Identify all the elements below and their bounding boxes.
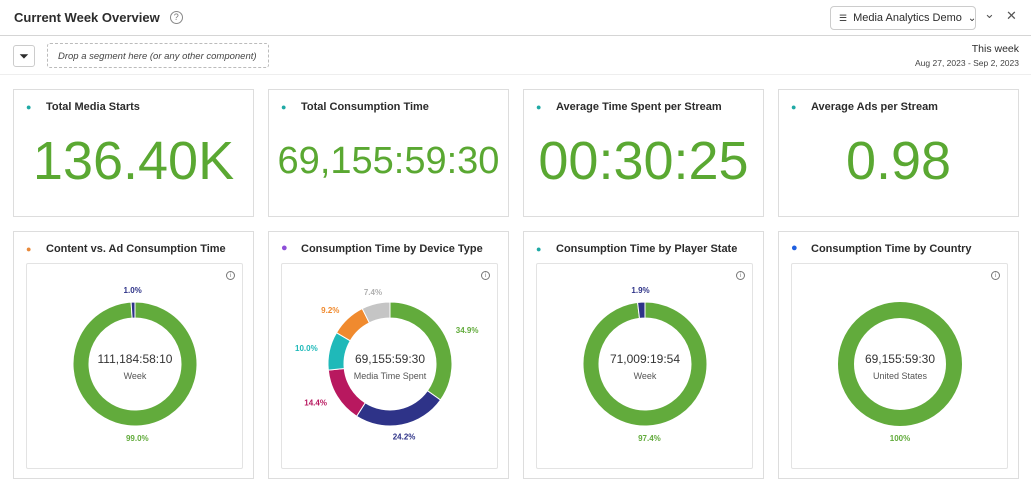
segment-filter-button[interactable]: ⏷ bbox=[13, 45, 35, 67]
chevron-down-icon: ⌄ bbox=[967, 12, 977, 24]
donut-chart: i 97.4% 1.9% 71,009:19:54 Week bbox=[536, 263, 753, 469]
filter-icon: ⏷ bbox=[19, 49, 29, 63]
data-label: 9.2% bbox=[321, 306, 339, 315]
chart-card: ● Content vs. Ad Consumption Time i 99.0% 1… bbox=[13, 231, 254, 479]
center-label: United States bbox=[873, 371, 928, 381]
lock-icon: ● bbox=[26, 102, 32, 112]
donut-segment[interactable] bbox=[582, 301, 708, 427]
center-value: 111,184:58:10 bbox=[98, 352, 173, 366]
collapse-button[interactable]: ⌄ bbox=[984, 6, 995, 21]
data-label: 97.4% bbox=[638, 434, 661, 443]
data-label: 99.0% bbox=[126, 434, 149, 443]
kpi-value: 0.98 bbox=[845, 131, 952, 191]
kpi-title: Total Media Starts bbox=[46, 101, 140, 113]
donut-segment[interactable] bbox=[130, 301, 136, 319]
info-icon[interactable]: i bbox=[991, 271, 1000, 280]
data-label: 14.4% bbox=[304, 399, 327, 408]
donut-segment[interactable] bbox=[72, 301, 198, 427]
database-icon: ☰ bbox=[839, 12, 848, 23]
donut-segment[interactable] bbox=[355, 390, 442, 427]
close-button[interactable]: ✕ bbox=[1006, 8, 1017, 23]
data-label: 10.0% bbox=[295, 344, 318, 353]
donut-svg: 97.4% 1.9% 71,009:19:54 Week bbox=[582, 286, 708, 443]
donut-chart: i 100% 69,155:59:30 United States bbox=[791, 263, 1008, 469]
info-icon[interactable]: i bbox=[226, 271, 235, 280]
data-label: 1.9% bbox=[631, 286, 649, 295]
kpi-value: 69,155:59:30 bbox=[277, 140, 500, 182]
chart-card: ● Consumption Time by Device Type i 34.9% 2… bbox=[268, 231, 509, 479]
chart-title: Consumption Time by Device Type bbox=[301, 243, 483, 255]
donut-chart: i 99.0% 1.0% 111,184:58:10 Week bbox=[26, 263, 243, 469]
chart-title: Content vs. Ad Consumption Time bbox=[46, 243, 226, 255]
chart-card: ● Consumption Time by Country i 100% 69,155… bbox=[778, 231, 1019, 479]
center-value: 71,009:19:54 bbox=[610, 352, 680, 366]
donut-segment[interactable] bbox=[389, 301, 453, 401]
kpi-title: Total Consumption Time bbox=[301, 101, 429, 113]
dot-icon: ● bbox=[281, 242, 288, 254]
donut-svg: 34.9% 24.2% 14.4% 10.0% 9.2% 7.4% 69,155:59:30… bbox=[295, 288, 479, 442]
center-label: Week bbox=[124, 371, 147, 381]
center-value: 69,155:59:30 bbox=[865, 352, 935, 366]
center-value: 69,155:59:30 bbox=[355, 352, 425, 366]
donut-chart: i 34.9% 24.2% 14.4% 10.0% 9.2% 7.4% 69,155:59:3… bbox=[281, 263, 498, 469]
report-suite-selector[interactable]: ☰ Media Analytics Demo ⌄ bbox=[830, 6, 976, 30]
chart-title: Consumption Time by Player State bbox=[556, 243, 738, 255]
data-label: 1.0% bbox=[124, 286, 142, 295]
data-label: 7.4% bbox=[364, 288, 382, 297]
info-icon[interactable]: i bbox=[481, 271, 490, 280]
report-suite-label: Media Analytics Demo bbox=[853, 12, 962, 24]
kpi-title: Average Time Spent per Stream bbox=[556, 101, 722, 113]
lock-icon: ● bbox=[791, 102, 797, 112]
lock-icon: ● bbox=[536, 102, 542, 112]
toolbar: ⏷ Drop a segment here (or any other comp… bbox=[0, 37, 1031, 75]
chart-card: ● Consumption Time by Player State i 97.4%… bbox=[523, 231, 764, 479]
center-label: Media Time Spent bbox=[354, 371, 427, 381]
kpi-value: 00:30:25 bbox=[538, 131, 749, 191]
kpi-value: 136.40K bbox=[32, 131, 235, 191]
help-icon[interactable]: ? bbox=[169, 11, 183, 24]
info-icon[interactable]: i bbox=[736, 271, 745, 280]
dot-icon: ● bbox=[791, 242, 798, 254]
kpi-card: ● Total Media Starts 136.40K bbox=[13, 89, 254, 217]
segment-drop-zone[interactable]: Drop a segment here (or any other compon… bbox=[47, 43, 269, 68]
center-label: Week bbox=[634, 371, 657, 381]
data-label: 34.9% bbox=[456, 326, 479, 335]
kpi-title: Average Ads per Stream bbox=[811, 101, 938, 113]
data-label: 100% bbox=[890, 434, 910, 443]
kpi-card: ● Average Time Spent per Stream 00:30:25 bbox=[523, 89, 764, 217]
data-label: 24.2% bbox=[393, 433, 416, 442]
donut-svg: 99.0% 1.0% 111,184:58:10 Week bbox=[72, 286, 198, 443]
kpi-card: ● Average Ads per Stream 0.98 bbox=[778, 89, 1019, 217]
donut-segment[interactable] bbox=[637, 301, 646, 319]
lock-icon: ● bbox=[26, 244, 32, 254]
donut-segment[interactable] bbox=[838, 302, 962, 426]
donut-segment[interactable] bbox=[361, 301, 391, 324]
page-title: Current Week Overview bbox=[14, 10, 160, 25]
lock-icon: ● bbox=[536, 244, 542, 254]
date-range[interactable]: Aug 27, 2023 - Sep 2, 2023 bbox=[915, 58, 1019, 68]
kpi-card: ● Total Consumption Time 69,155:59:30 bbox=[268, 89, 509, 217]
chart-title: Consumption Time by Country bbox=[811, 243, 972, 255]
donut-svg: 100% 69,155:59:30 United States bbox=[838, 302, 962, 443]
date-label[interactable]: This week bbox=[971, 43, 1019, 55]
header: Current Week Overview ? ☰ Media Analytics… bbox=[0, 0, 1031, 36]
title-group: Current Week Overview ? bbox=[14, 10, 183, 25]
lock-icon: ● bbox=[281, 102, 287, 112]
